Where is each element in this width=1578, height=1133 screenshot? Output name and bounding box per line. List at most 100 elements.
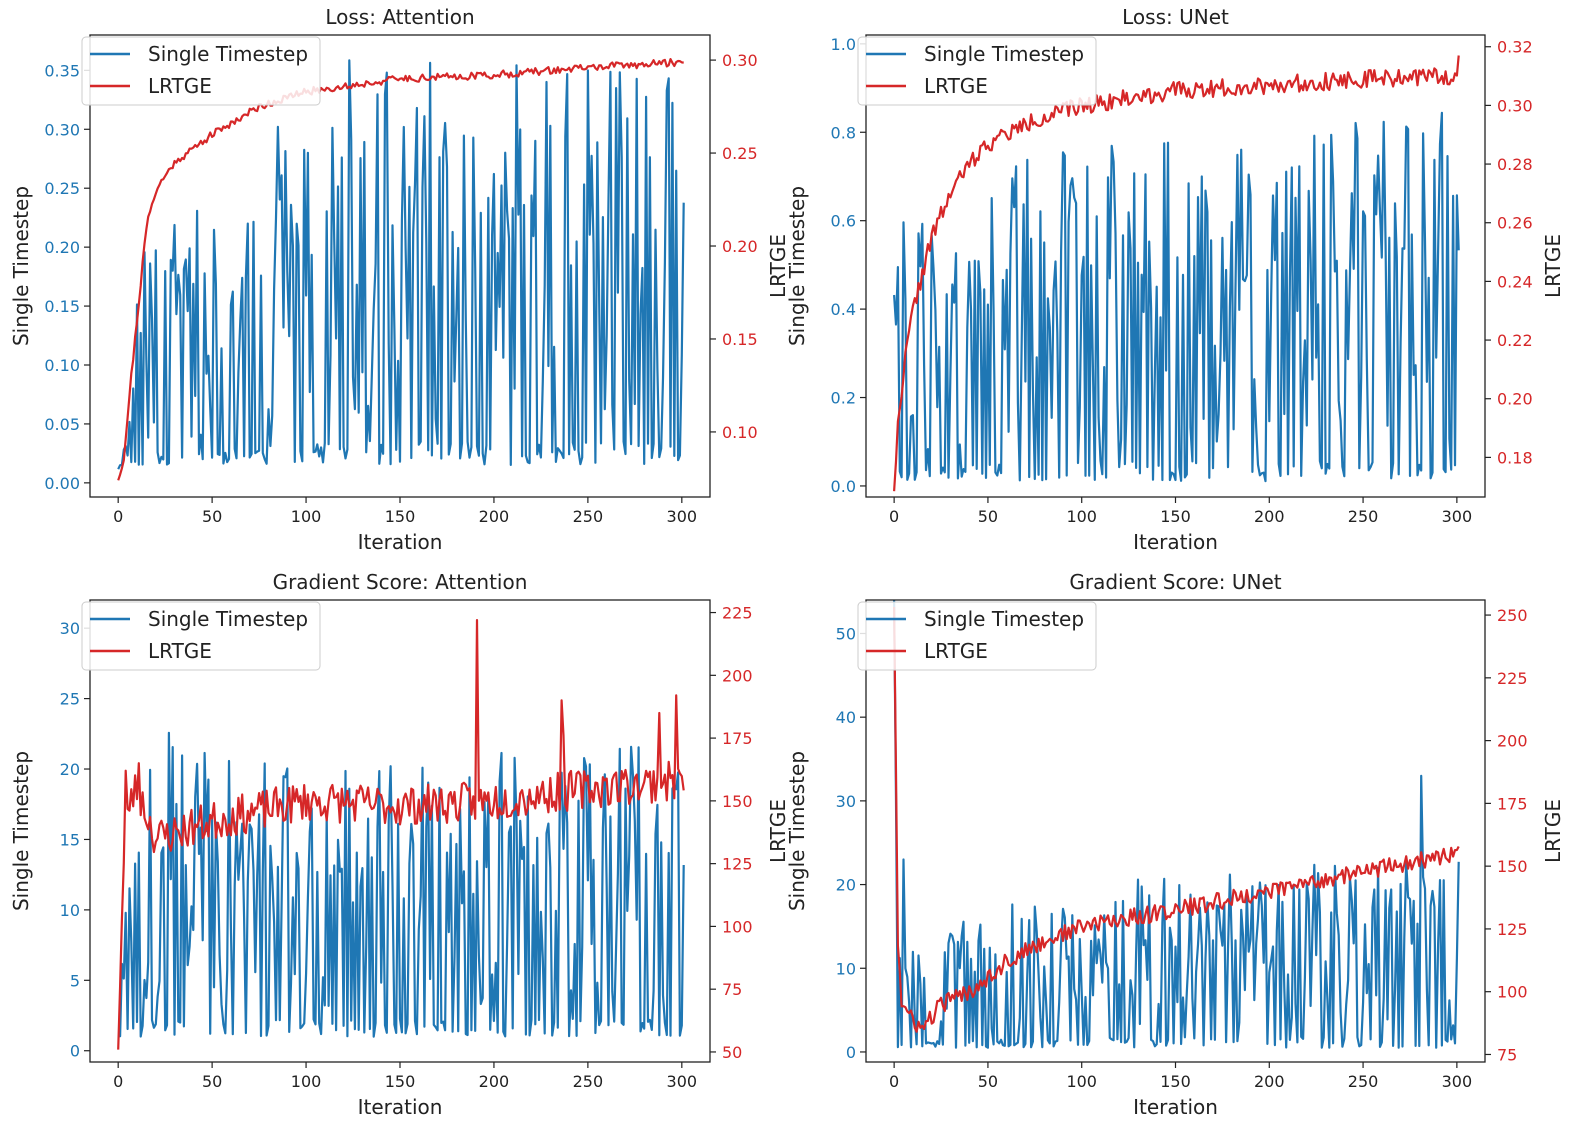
x-axis-label: Iteration — [358, 530, 443, 554]
chart-title: Gradient Score: Attention — [273, 570, 528, 594]
legend-label: Single Timestep — [924, 607, 1084, 631]
y-right-tick-label: 0.26 — [1497, 214, 1533, 233]
y-right-axis-label: LRTGE — [766, 234, 790, 298]
x-tick-label: 250 — [573, 1072, 604, 1091]
y-right-tick-label: 175 — [722, 729, 753, 748]
x-tick-label: 0 — [113, 1072, 123, 1091]
y-left-tick-label: 0.10 — [44, 356, 80, 375]
y-right-tick-label: 150 — [722, 792, 753, 811]
y-left-tick-label: 0.30 — [44, 120, 80, 139]
y-right-tick-label: 75 — [1497, 1045, 1517, 1064]
legend-box — [81, 36, 321, 106]
x-tick-label: 50 — [978, 1072, 998, 1091]
y-left-tick-label: 0.6 — [831, 212, 856, 231]
y-right-tick-label: 125 — [722, 855, 753, 874]
y-right-tick-label: 0.18 — [1497, 448, 1533, 467]
legend: Single Timestep LRTGE — [81, 601, 321, 671]
y-left-tick-label: 20 — [60, 760, 80, 779]
x-axis-label: Iteration — [358, 1095, 443, 1119]
legend-label: Single Timestep — [924, 42, 1084, 66]
x-axis-label: Iteration — [1133, 530, 1218, 554]
y-right-tick-label: 200 — [1497, 732, 1528, 751]
series-group — [893, 55, 1460, 492]
y-left-axis-label: Single Timestep — [785, 751, 809, 911]
y-right-tick-label: 0.28 — [1497, 155, 1533, 174]
y-right-tick-label: 0.20 — [722, 237, 758, 256]
chart-panel-3: Gradient Score: Attention 0 50 100 150 200 250… — [9, 570, 790, 1119]
y-left-tick-label: 0.15 — [44, 297, 80, 316]
x-tick-label: 100 — [1066, 507, 1097, 526]
x-tick-label: 50 — [202, 1072, 222, 1091]
y-right-tick-label: 200 — [722, 666, 753, 685]
y-right-tick-label: 125 — [1497, 920, 1528, 939]
x-tick-label: 200 — [479, 507, 510, 526]
series-line-lrtge — [117, 58, 684, 481]
legend-box — [81, 601, 321, 671]
y-left-tick-label: 0 — [846, 1043, 856, 1062]
y-left-tick-label: 20 — [836, 876, 856, 895]
chart-panel-1: Loss: Attention 0 50 100 150 200 250 300 0.00 0.0… — [9, 5, 790, 554]
x-tick-label: 300 — [1442, 1072, 1473, 1091]
y-right-tick-label: 0.32 — [1497, 38, 1533, 57]
x-tick-label: 200 — [479, 1072, 510, 1091]
x-tick-label: 0 — [889, 1072, 899, 1091]
y-left-tick-label: 0.05 — [44, 415, 80, 434]
y-left-tick-label: 0.25 — [44, 179, 80, 198]
y-right-tick-label: 50 — [722, 1043, 742, 1062]
x-tick-label: 250 — [1348, 507, 1379, 526]
x-tick-label: 200 — [1254, 507, 1285, 526]
x-tick-label: 100 — [1066, 1072, 1097, 1091]
y-left-tick-label: 30 — [836, 792, 856, 811]
series-line-lrtge — [893, 606, 1460, 1033]
x-tick-label: 50 — [978, 507, 998, 526]
x-tick-label: 100 — [291, 1072, 322, 1091]
y-left-tick-label: 0.00 — [44, 474, 80, 493]
y-right-tick-label: 250 — [1497, 606, 1528, 625]
x-tick-label: 300 — [667, 1072, 698, 1091]
series-line-single-timestep — [893, 600, 1460, 1049]
y-right-tick-label: 100 — [722, 917, 753, 936]
legend-box — [857, 601, 1097, 671]
legend-label: LRTGE — [924, 639, 988, 663]
x-tick-label: 100 — [291, 507, 322, 526]
legend-label: Single Timestep — [148, 42, 308, 66]
y-right-tick-label: 0.15 — [722, 330, 758, 349]
y-left-axis-label: Single Timestep — [785, 186, 809, 346]
y-left-tick-label: 0.2 — [831, 389, 856, 408]
y-left-tick-label: 5 — [70, 971, 80, 990]
series-line-single-timestep — [117, 59, 685, 470]
legend: Single Timestep LRTGE — [857, 601, 1097, 671]
y-left-tick-label: 0.4 — [831, 300, 856, 319]
x-tick-label: 150 — [1160, 507, 1191, 526]
y-right-tick-label: 0.30 — [722, 51, 758, 70]
y-right-tick-label: 0.25 — [722, 144, 758, 163]
y-right-tick-label: 225 — [722, 604, 753, 623]
y-right-tick-label: 0.20 — [1497, 390, 1533, 409]
y-left-tick-label: 0.20 — [44, 238, 80, 257]
chart-title: Loss: UNet — [1122, 5, 1229, 29]
y-left-tick-label: 0.8 — [831, 123, 856, 142]
legend-label: Single Timestep — [148, 607, 308, 631]
y-right-tick-label: 225 — [1497, 669, 1528, 688]
y-left-tick-label: 40 — [836, 708, 856, 727]
series-line-single-timestep — [117, 731, 685, 1038]
series-group — [893, 600, 1460, 1049]
series-group — [117, 619, 685, 1050]
x-tick-label: 250 — [1348, 1072, 1379, 1091]
y-left-tick-label: 0.35 — [44, 61, 80, 80]
y-left-axis-label: Single Timestep — [9, 186, 33, 346]
y-left-tick-label: 25 — [60, 690, 80, 709]
x-tick-label: 200 — [1254, 1072, 1285, 1091]
series-group — [117, 58, 685, 481]
chart-title: Loss: Attention — [325, 5, 474, 29]
x-tick-label: 50 — [202, 507, 222, 526]
legend: Single Timestep LRTGE — [81, 36, 321, 106]
y-left-tick-label: 10 — [836, 959, 856, 978]
x-tick-label: 0 — [889, 507, 899, 526]
x-tick-label: 250 — [573, 507, 604, 526]
y-right-tick-label: 100 — [1497, 983, 1528, 1002]
y-right-tick-label: 0.24 — [1497, 272, 1533, 291]
y-right-tick-label: 175 — [1497, 794, 1528, 813]
y-right-axis-label: LRTGE — [766, 799, 790, 863]
